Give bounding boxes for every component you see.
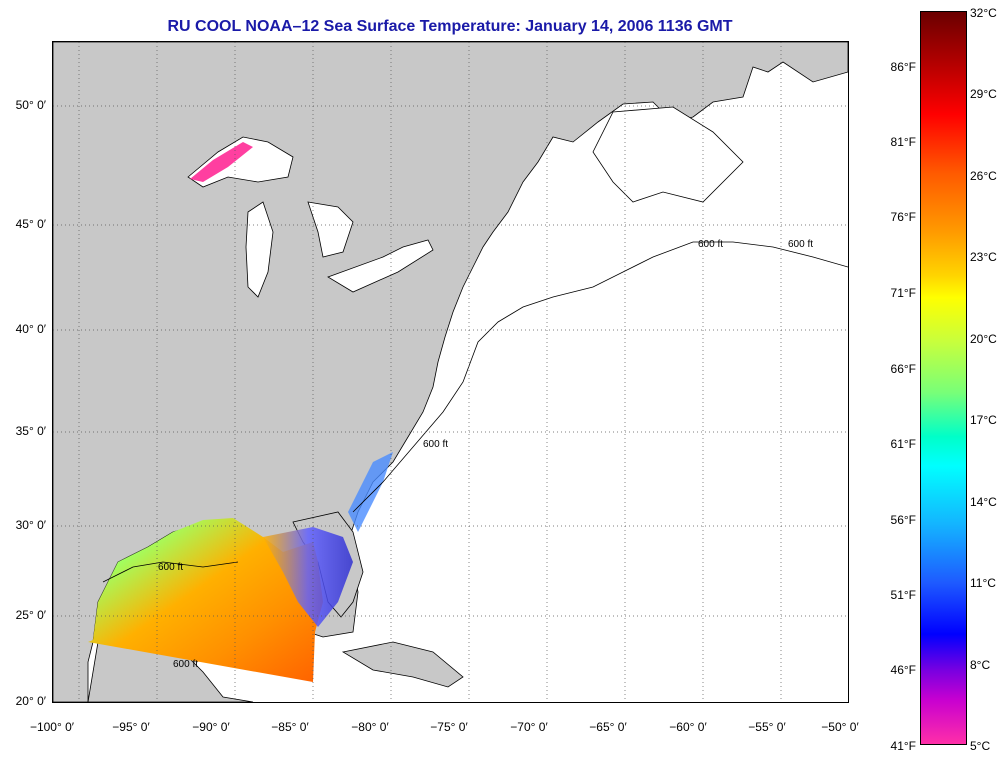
colorbar-f-label: 66°F [890, 362, 916, 376]
lon-label: −90° 0′ [192, 720, 230, 734]
contour-label: 600 ft [158, 562, 183, 573]
colorbar-f-label: 81°F [890, 135, 916, 149]
lon-label: −60° 0′ [669, 720, 707, 734]
colorbar-c-label: 26°C [970, 169, 997, 183]
sst-swath-east [263, 527, 353, 627]
lake-michigan [245, 201, 274, 298]
contour-label: 600 ft [173, 659, 198, 670]
colorbar-f-label: 76°F [890, 210, 916, 224]
lon-label: −65° 0′ [589, 720, 627, 734]
lat-label: 35° 0′ [15, 424, 46, 438]
temperature-colorbar [920, 11, 967, 745]
lon-label: −95° 0′ [112, 720, 150, 734]
lon-label: −70° 0′ [510, 720, 548, 734]
contour-label: 600 ft [698, 239, 723, 250]
colorbar-c-label: 20°C [970, 332, 997, 346]
lat-label: 40° 0′ [15, 322, 46, 336]
gulf-st-lawrence [592, 106, 744, 203]
lake-erie-ontario [327, 239, 434, 293]
colorbar-c-label: 17°C [970, 413, 997, 427]
lat-label: 25° 0′ [15, 608, 46, 622]
map-title: RU COOL NOAA–12 Sea Surface Temperature:… [167, 18, 733, 35]
lon-label: −80° 0′ [351, 720, 389, 734]
sst-map[interactable]: 600 ft 600 ft 600 ft 600 ft 600 ft [52, 41, 849, 703]
lon-label: −85° 0′ [271, 720, 309, 734]
sst-swath-atlantic [348, 452, 393, 532]
colorbar-c-label: 11°C [970, 576, 996, 590]
colorbar-f-label: 86°F [890, 60, 916, 74]
colorbar-f-label: 46°F [890, 663, 916, 677]
contour-600ft [102, 241, 848, 583]
colorbar-c-label: 23°C [970, 250, 997, 264]
colorbar-c-label: 8°C [970, 658, 991, 672]
lat-label: 20° 0′ [15, 694, 46, 708]
lat-label: 45° 0′ [15, 217, 46, 231]
contour-label: 600 ft [788, 239, 813, 250]
lon-label: −55° 0′ [748, 720, 786, 734]
lon-label: −50° 0′ [821, 720, 859, 734]
map-canvas: 600 ft 600 ft 600 ft 600 ft 600 ft [53, 42, 848, 702]
lon-label: −75° 0′ [430, 720, 468, 734]
lat-label: 30° 0′ [15, 518, 46, 532]
colorbar-f-label: 51°F [890, 588, 916, 602]
sst-lake-superior [190, 142, 253, 182]
colorbar-f-label: 41°F [890, 739, 916, 753]
lon-label: −100° 0′ [29, 720, 75, 734]
sst-swath-gulf [88, 518, 323, 682]
colorbar-f-label: 56°F [890, 513, 916, 527]
colorbar-f-label: 71°F [890, 286, 916, 300]
lake-huron [307, 201, 354, 258]
colorbar-c-label: 14°C [970, 495, 997, 509]
colorbar-c-label: 32°C [970, 6, 997, 20]
land-cuba [341, 641, 464, 688]
graticule [53, 42, 848, 702]
colorbar-c-label: 29°C [970, 87, 997, 101]
colorbar-c-label: 5°C [970, 739, 991, 753]
contour-label: 600 ft [423, 439, 448, 450]
lat-label: 50° 0′ [15, 98, 46, 112]
colorbar-f-label: 61°F [890, 437, 916, 451]
